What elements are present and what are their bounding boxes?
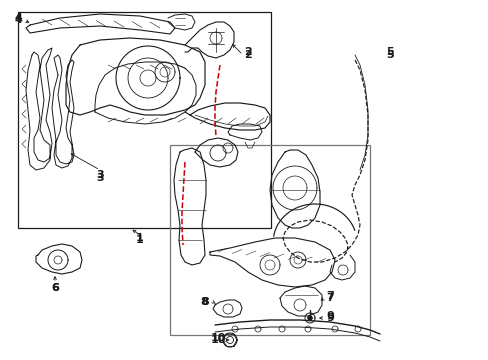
- Text: 3: 3: [96, 170, 103, 180]
- Text: 5: 5: [386, 47, 393, 57]
- Text: 5: 5: [386, 50, 393, 60]
- Text: 2: 2: [244, 50, 251, 60]
- Text: 8: 8: [200, 297, 207, 307]
- Text: 6: 6: [51, 283, 59, 293]
- Text: 6: 6: [51, 283, 59, 293]
- Text: 9: 9: [325, 313, 333, 323]
- Text: 4: 4: [14, 15, 22, 25]
- Text: 3: 3: [96, 173, 103, 183]
- Text: 1: 1: [136, 233, 143, 243]
- Bar: [18, 12, 270, 228]
- Text: 10: 10: [210, 333, 225, 343]
- Text: 7: 7: [325, 291, 333, 301]
- Bar: [170, 145, 369, 335]
- Polygon shape: [307, 316, 311, 320]
- Text: 7: 7: [325, 293, 333, 303]
- Text: 8: 8: [201, 297, 208, 307]
- Text: 10: 10: [210, 335, 225, 345]
- Text: 1: 1: [136, 235, 143, 245]
- Text: 9: 9: [325, 311, 333, 321]
- Text: 4: 4: [14, 13, 22, 23]
- Text: 2: 2: [244, 47, 251, 57]
